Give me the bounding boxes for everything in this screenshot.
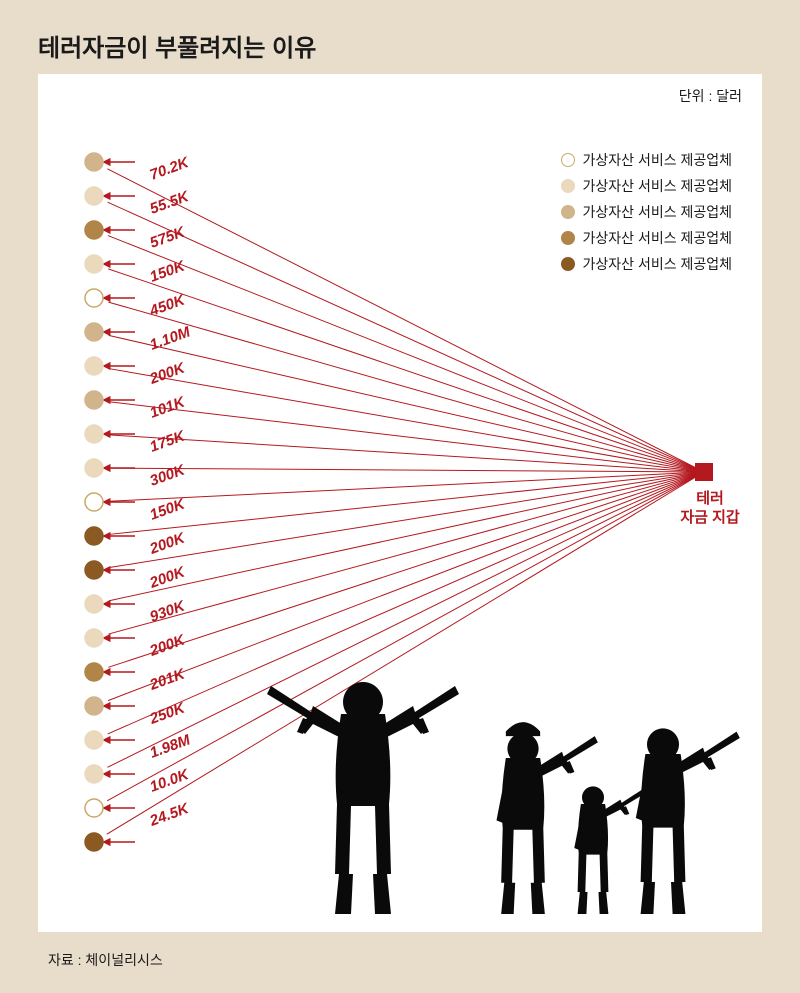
legend-label: 가상자산 서비스 제공업체 xyxy=(583,254,732,274)
flow-value: 300K xyxy=(148,461,189,490)
silhouette-icon xyxy=(267,682,459,914)
flow-value: 150K xyxy=(148,257,189,286)
flow-value: 24.5K xyxy=(147,800,192,830)
provider-node xyxy=(85,187,103,205)
flow-line xyxy=(108,269,704,472)
flow-line xyxy=(108,472,704,734)
flow-value: 450K xyxy=(147,291,189,320)
provider-node xyxy=(85,561,103,579)
flow-value: 201K xyxy=(147,665,189,694)
flow-line xyxy=(109,472,704,534)
flow-value: 200K xyxy=(147,529,189,558)
provider-node xyxy=(85,833,103,851)
provider-node xyxy=(85,527,103,545)
flow-line xyxy=(108,472,704,667)
legend-item: 가상자산 서비스 제공업체 xyxy=(561,176,732,196)
silhouette-icon xyxy=(636,728,740,914)
provider-node xyxy=(85,459,103,477)
provider-node xyxy=(85,391,103,409)
source-label: 자료 : 체이널리시스 xyxy=(48,950,163,970)
legend-swatch xyxy=(561,179,575,193)
provider-node xyxy=(85,289,103,307)
flow-line xyxy=(108,472,704,701)
flow-line xyxy=(109,369,704,472)
legend-label: 가상자산 서비스 제공업체 xyxy=(583,202,732,222)
flow-value: 200K xyxy=(147,631,189,660)
provider-node xyxy=(85,697,103,715)
provider-node xyxy=(85,425,103,443)
provider-node xyxy=(85,595,103,613)
flow-line xyxy=(109,335,704,472)
flow-value: 70.2K xyxy=(148,154,193,184)
flow-value: 175K xyxy=(148,427,189,456)
legend-label: 가상자산 서비스 제공업체 xyxy=(583,150,732,170)
flow-line xyxy=(107,472,704,801)
silhouette-icon xyxy=(574,786,646,914)
flow-value: 101K xyxy=(148,393,189,422)
provider-node xyxy=(85,153,103,171)
wallet-label-line2: 자금 지갑 xyxy=(680,509,739,526)
legend-item: 가상자산 서비스 제공업체 xyxy=(561,228,732,248)
legend-item: 가상자산 서비스 제공업체 xyxy=(561,254,732,274)
provider-node xyxy=(85,629,103,647)
flow-line xyxy=(109,472,704,601)
legend-swatch xyxy=(561,231,575,245)
provider-node xyxy=(85,357,103,375)
wallet-label-line1: 테러 xyxy=(696,490,724,507)
legend: 가상자산 서비스 제공업체가상자산 서비스 제공업체가상자산 서비스 제공업체가… xyxy=(561,150,732,280)
legend-label: 가상자산 서비스 제공업체 xyxy=(583,176,732,196)
flow-value: 10.0K xyxy=(148,766,193,796)
flow-line xyxy=(108,302,704,472)
provider-node xyxy=(85,799,103,817)
provider-node xyxy=(85,493,103,511)
provider-node xyxy=(85,221,103,239)
legend-item: 가상자산 서비스 제공업체 xyxy=(561,150,732,170)
legend-swatch xyxy=(561,205,575,219)
provider-node xyxy=(85,255,103,273)
chart-panel: 단위 : 달러 70.2K55.5K575K150K450K1.10M200K1… xyxy=(38,74,762,932)
provider-node xyxy=(85,663,103,681)
wallet-label: 테러 자금 지갑 xyxy=(670,490,750,528)
legend-swatch xyxy=(561,257,575,271)
legend-swatch xyxy=(561,153,575,167)
provider-node xyxy=(85,323,103,341)
legend-label: 가상자산 서비스 제공업체 xyxy=(583,228,732,248)
flow-value: 575K xyxy=(148,223,189,252)
flow-value: 200K xyxy=(147,359,189,388)
provider-node xyxy=(85,765,103,783)
page-title: 테러자금이 부풀려지는 이유 xyxy=(38,28,316,63)
legend-item: 가상자산 서비스 제공업체 xyxy=(561,202,732,222)
wallet-node xyxy=(695,463,713,481)
provider-node xyxy=(85,731,103,749)
flow-line xyxy=(107,472,704,834)
flow-line xyxy=(109,468,704,472)
flow-line xyxy=(109,435,704,472)
